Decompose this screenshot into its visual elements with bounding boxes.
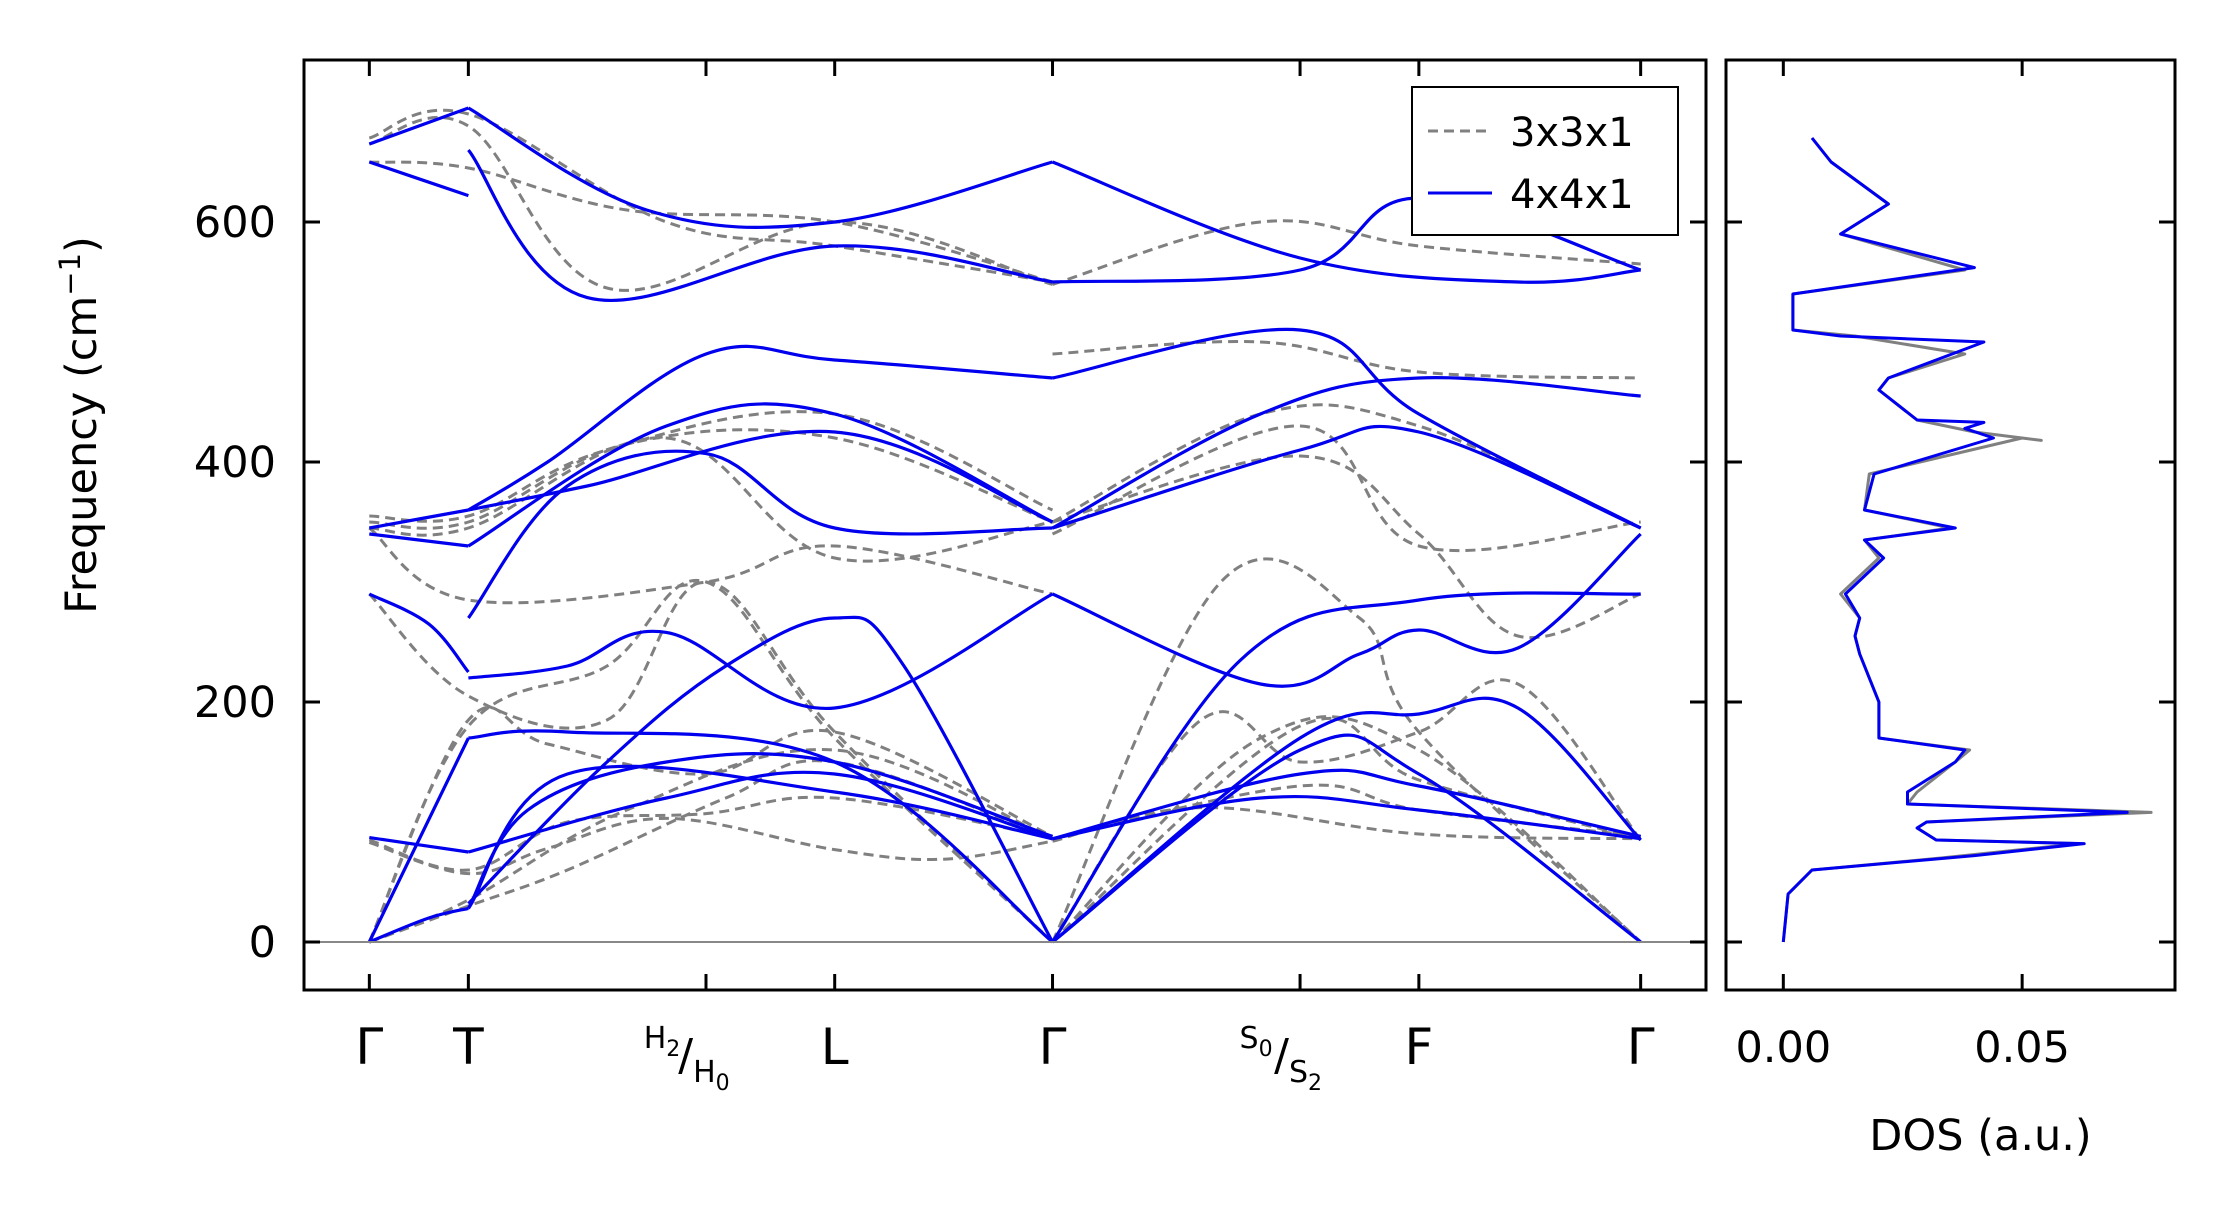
- dos-panel: 0.00 0.05 DOS (a.u.): [1724, 58, 2177, 1161]
- band-line: [1051, 678, 1642, 943]
- band-line: [1051, 715, 1642, 944]
- band-line: [468, 429, 1054, 524]
- dos-curve: [1781, 137, 2129, 943]
- dos-axes: 0.00 0.05 DOS (a.u.): [1724, 58, 2177, 1161]
- band-line: [467, 344, 1053, 512]
- band-line: [467, 615, 1054, 943]
- legend-label: 4x4x1: [1510, 172, 1634, 218]
- band-line: [369, 836, 469, 854]
- band-line: [368, 580, 1054, 944]
- band-line: [1052, 794, 1641, 841]
- band-line: [1052, 340, 1641, 380]
- band-line: [468, 729, 1054, 944]
- band-line: [1051, 160, 1641, 284]
- band-axes: 0 200 400 600 Γ T H2/H0 L Γ S0/S2 F Γ: [194, 58, 1708, 1096]
- x-tick-label: Γ: [1627, 1018, 1655, 1076]
- y-tick-label: 600: [194, 198, 276, 248]
- y-tick-label: 400: [194, 438, 276, 488]
- band-structure-panel: 0 200 400 600 Γ T H2/H0 L Γ S0/S2 F Γ 3x3x1 4x4x1: [194, 58, 1708, 1096]
- dos-x-tick-label: 0.00: [1735, 1023, 1831, 1073]
- band-line: [1051, 376, 1641, 530]
- band-line: [369, 410, 1054, 523]
- band-line: [468, 592, 1054, 710]
- band-line: [1051, 733, 1642, 944]
- band-line: [369, 508, 469, 530]
- x-tick-label: Γ: [1039, 1018, 1067, 1076]
- band-line: [467, 752, 1054, 910]
- band-line: [1051, 716, 1642, 944]
- band-line: [368, 748, 1054, 944]
- band-line: [368, 108, 1053, 284]
- band-line: [367, 578, 1054, 944]
- band-line: [1052, 454, 1642, 640]
- series-4x4x1-bands: [367, 106, 1642, 944]
- y-axis-label: Frequency (cm−1): [53, 236, 107, 614]
- band-line: [1052, 219, 1641, 286]
- legend-label: 3x3x1: [1510, 110, 1634, 156]
- dos-x-axis-label: DOS (a.u.): [1869, 1111, 2091, 1161]
- band-line: [369, 436, 1053, 563]
- x-tick-label: L: [821, 1018, 849, 1076]
- legend: 3x3x1 4x4x1: [1411, 86, 1679, 236]
- x-tick-label: T: [452, 1018, 484, 1076]
- band-line: [467, 149, 1053, 303]
- dos-series: [1781, 137, 2153, 943]
- y-tick-label: 200: [194, 678, 276, 728]
- y-tick-label: 0: [249, 918, 276, 968]
- band-plot-frame: [302, 58, 1708, 992]
- band-line: [368, 592, 470, 674]
- band-line: [1052, 327, 1642, 530]
- band-line: [467, 764, 1053, 910]
- band-line: [368, 160, 469, 198]
- x-tick-label-fraction: H2/H0: [644, 1021, 730, 1096]
- band-line: [1051, 557, 1642, 944]
- band-line: [368, 115, 1053, 292]
- band-line: [1052, 424, 1642, 530]
- x-tick-label: F: [1404, 1018, 1433, 1076]
- band-line: [1052, 768, 1642, 841]
- band-line: [367, 737, 470, 943]
- band-line: [467, 770, 1053, 854]
- band-line: [368, 526, 1053, 605]
- band-line: [368, 795, 1053, 872]
- band-line: [1051, 532, 1642, 688]
- dos-x-tick-label: 0.05: [1974, 1023, 2070, 1073]
- dos-plot-frame: [1724, 58, 2177, 992]
- band-line: [467, 449, 1053, 619]
- x-tick-label-fraction: S0/S2: [1240, 1021, 1322, 1096]
- band-line: [467, 106, 1053, 229]
- band-line: [368, 106, 469, 146]
- band-line: [368, 816, 1053, 876]
- band-line: [1051, 696, 1642, 944]
- x-tick-label: Γ: [355, 1018, 383, 1076]
- band-line: [467, 402, 1054, 548]
- legend-box: [1411, 86, 1679, 236]
- band-line: [369, 532, 469, 548]
- band-line: [1051, 591, 1641, 943]
- band-line: [368, 906, 469, 944]
- band-line: [1051, 424, 1641, 553]
